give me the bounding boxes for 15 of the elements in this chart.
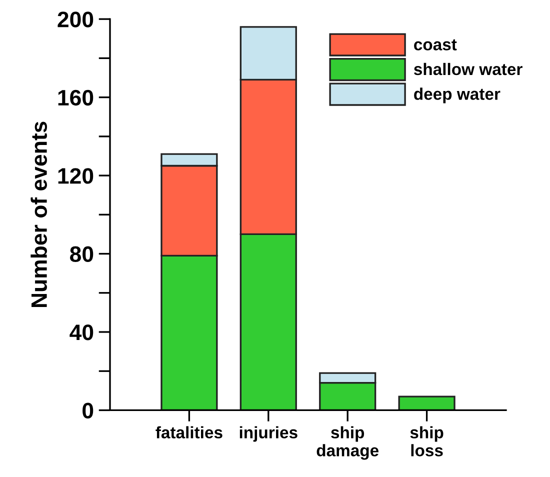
y-tick-label: 200 bbox=[58, 12, 94, 28]
legend-label: coast bbox=[414, 39, 457, 50]
y-axis-title: Number of events bbox=[30, 122, 48, 308]
x-tick-label: fatalities bbox=[156, 426, 222, 438]
y-tick-label: 0 bbox=[82, 402, 94, 418]
legend-label: deep water bbox=[414, 88, 500, 104]
y-tick-label: 120 bbox=[58, 168, 94, 184]
legend-label: shallow water bbox=[414, 62, 522, 76]
y-tick-label: 40 bbox=[70, 324, 94, 340]
bar bbox=[398, 396, 456, 410]
y-tick-label: 160 bbox=[58, 90, 94, 106]
x-tick-label: injuries bbox=[240, 426, 298, 442]
x-tick-label: ship loss bbox=[410, 426, 444, 456]
x-tick-label: ship damage bbox=[316, 426, 379, 460]
y-tick-label: 80 bbox=[70, 246, 94, 262]
